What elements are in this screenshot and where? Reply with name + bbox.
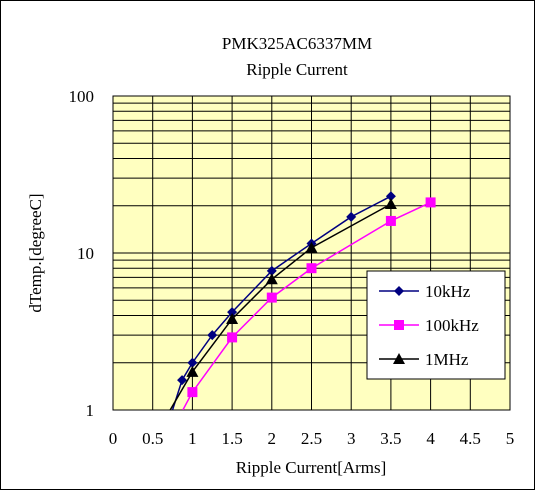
data-point-marker	[385, 191, 396, 202]
x-tick-label: 2	[268, 429, 277, 448]
data-point-marker	[394, 320, 404, 330]
plot-border	[112, 95, 511, 411]
x-tick-label: 3.5	[380, 429, 401, 448]
chart-subtitle: Ripple Current	[246, 60, 348, 79]
data-point-marker	[266, 292, 277, 303]
y-tick-label: 1	[86, 401, 95, 420]
series-1MHz	[169, 198, 397, 410]
legend-label: 100kHz	[425, 316, 479, 335]
data-point-marker	[226, 312, 239, 324]
data-point-marker	[227, 332, 238, 343]
data-point-marker	[265, 273, 278, 285]
data-point-marker	[207, 330, 218, 341]
y-tick-label: 100	[69, 87, 95, 106]
series-layer	[169, 191, 436, 410]
data-point-marker	[425, 197, 436, 208]
data-point-marker	[187, 387, 198, 398]
data-point-marker	[394, 286, 404, 296]
legend-label: 1MHz	[425, 350, 469, 369]
data-point-marker	[177, 375, 188, 386]
data-point-marker	[305, 241, 318, 253]
x-tick-label: 5	[506, 429, 515, 448]
data-point-marker	[306, 263, 317, 274]
y-tick-labels: 1 10 100	[69, 87, 95, 420]
x-tick-label: 1	[188, 429, 197, 448]
legend-label: 10kHz	[425, 282, 471, 301]
data-point-marker	[227, 307, 238, 318]
legend: 10kHz 100kHz 1MHz	[366, 270, 506, 380]
x-tick-label: 1.5	[221, 429, 242, 448]
x-tick-label: 4	[426, 429, 435, 448]
x-tick-labels: 0 0.5 1 1.5 2 2.5 3 3.5 4 4.5 5	[109, 429, 515, 448]
data-point-marker	[384, 198, 397, 210]
x-tick-label: 0.5	[142, 429, 163, 448]
data-point-marker	[186, 365, 199, 377]
series-line	[169, 203, 392, 410]
y-axis-label: dTemp.[degreeC]	[26, 193, 45, 312]
data-point-marker	[187, 357, 198, 368]
data-point-marker	[266, 265, 277, 276]
y-tick-label: 10	[77, 244, 94, 263]
data-point-marker	[385, 215, 396, 226]
x-tick-label: 0	[109, 429, 118, 448]
series-100kHz	[182, 197, 436, 410]
chart-title: PMK325AC6337MM	[222, 34, 372, 53]
data-point-marker	[393, 353, 405, 364]
x-tick-label: 4.5	[460, 429, 481, 448]
x-tick-label: 3	[347, 429, 356, 448]
x-tick-label: 2.5	[301, 429, 322, 448]
data-point-marker	[346, 211, 357, 222]
x-axis-label: Ripple Current[Arms]	[236, 458, 387, 477]
